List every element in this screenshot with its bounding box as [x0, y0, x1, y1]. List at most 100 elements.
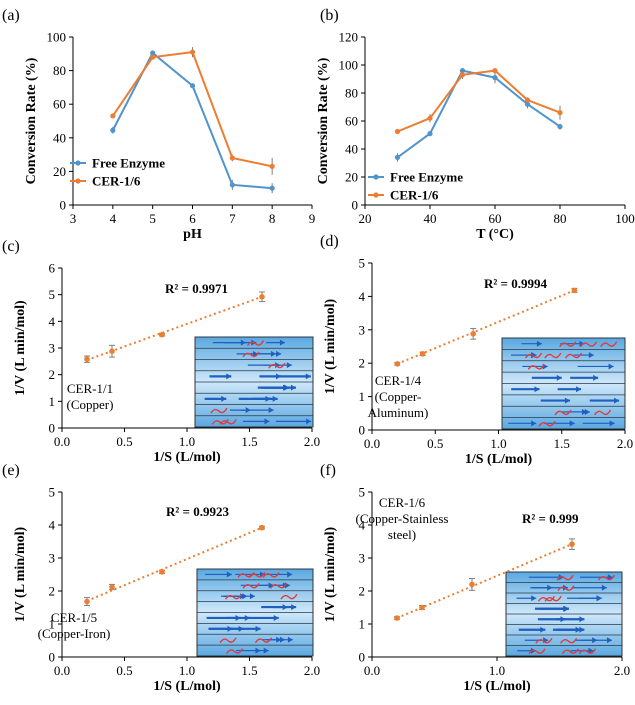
y-tick-label: 100	[47, 30, 67, 45]
panel-label: (e)	[2, 462, 20, 479]
flow-arrow-head	[306, 418, 312, 425]
x-axis-label: 1/S (L/mol)	[153, 450, 221, 465]
x-tick-label: 40	[424, 211, 437, 226]
sample-label: (Copper)	[67, 397, 114, 412]
y-tick-label: 5	[49, 485, 56, 500]
flow-arrow-head	[584, 408, 590, 415]
y-tick-label: 20	[345, 170, 358, 185]
trend-line	[86, 526, 263, 602]
legend-marker	[75, 178, 81, 184]
data-point	[469, 581, 475, 588]
sample-label: CER-1/1	[67, 381, 113, 396]
data-point	[150, 54, 156, 60]
flow-arrow-head	[279, 636, 285, 643]
particle-trail	[262, 572, 280, 578]
trend-line	[396, 543, 573, 619]
y-tick-label: 3	[359, 551, 366, 566]
r-squared-label: R² = 0.9994	[484, 276, 547, 291]
data-point	[259, 294, 265, 300]
flow-inset	[505, 571, 623, 657]
flow-arrow-head	[588, 352, 594, 359]
flow-arrow-head	[268, 407, 274, 414]
data-point	[84, 356, 90, 363]
x-tick-label: 80	[554, 211, 567, 226]
data-point	[229, 155, 235, 161]
flow-arrow-head	[279, 339, 285, 346]
y-tick-label: 1	[49, 617, 56, 632]
data-point	[419, 604, 425, 611]
particle-trail	[280, 593, 298, 600]
particle-trail	[246, 340, 265, 347]
y-tick-label: 0	[60, 198, 67, 213]
flow-arrow-head	[563, 605, 569, 612]
panel-label: (b)	[320, 7, 339, 24]
y-tick-label: 2	[359, 356, 366, 371]
x-tick-label: 0.0	[364, 436, 380, 451]
legend-marker	[373, 192, 379, 198]
flow-arrow-head	[536, 340, 542, 347]
trend-line	[396, 289, 575, 365]
particle-trail	[225, 648, 244, 654]
flow-arrow-head	[601, 584, 607, 591]
particle-trail	[544, 352, 562, 359]
chart-panel-f: (f) 0 1 2 3 4 5 0.0 1.0 2.0 1/S (L/mol) 1/V (L min/…	[320, 462, 630, 694]
particle-trail	[554, 409, 572, 416]
y-tick-label: 4	[359, 289, 366, 304]
x-tick-label: 1.0	[490, 436, 506, 451]
flow-arrow-head	[592, 637, 598, 644]
particle-trail	[268, 362, 286, 369]
flow-arrow-head	[596, 595, 602, 602]
particle-trail	[219, 637, 237, 644]
panel-label: (c)	[2, 238, 20, 255]
y-tick-label: 2	[49, 367, 56, 382]
x-tick-label: 1.5	[241, 663, 257, 678]
y-tick-label: 1	[359, 617, 366, 632]
particle-trail	[578, 648, 597, 655]
data-point	[557, 124, 563, 130]
x-tick-label: 0.5	[427, 436, 443, 451]
flow-arrow-head	[244, 614, 250, 621]
r-squared-label: R² = 0.999	[522, 511, 579, 526]
y-tick-label: 0	[359, 423, 366, 438]
x-tick-label: 100	[615, 211, 635, 226]
x-tick-label: 60	[489, 211, 502, 226]
data-point	[524, 101, 531, 107]
panel-label: (f)	[320, 462, 336, 479]
particle-trail	[210, 407, 228, 414]
y-tick-label: 5	[359, 485, 366, 500]
series-line	[112, 51, 273, 168]
x-axis-label: 1/S (L/mol)	[153, 679, 221, 694]
flow-arrow-head	[255, 647, 261, 654]
flow-arrow-head	[291, 604, 297, 611]
flow-arrow-head	[245, 407, 251, 414]
chart-panel-d: (d) 0 1 2 3 4 5 0.0 0.5 1.0 1.5 2.0 1/S (L/mol) 1/V (…	[320, 233, 633, 467]
data-point	[110, 113, 116, 119]
y-axis-label: 1/V (L min/mol)	[323, 298, 338, 394]
flow-arrow-head	[240, 339, 246, 346]
data-point	[189, 49, 196, 55]
flow-arrow-head	[588, 647, 594, 654]
flow-arrow-head	[581, 408, 587, 415]
particle-trail	[527, 364, 545, 370]
flow-arrow-head	[290, 384, 296, 391]
x-tick-label: 0.5	[116, 434, 132, 449]
data-point	[110, 127, 116, 133]
y-tick-label: 120	[339, 30, 359, 45]
flow-arrow-head	[263, 647, 269, 654]
sample-label: (Copper-Stainless	[356, 511, 449, 526]
x-tick-label: 4	[110, 211, 117, 226]
particle-trail	[242, 351, 260, 358]
x-tick-label: 0.0	[364, 663, 380, 678]
particle-trail	[219, 419, 237, 425]
x-tick-label: 2.0	[617, 436, 633, 451]
flow-arrow-head	[226, 373, 232, 380]
x-tick-label: 0.5	[116, 663, 132, 678]
flow-arrow-head	[564, 397, 570, 404]
data-point	[492, 68, 498, 74]
flow-arrow-head	[556, 374, 562, 381]
data-point	[159, 331, 165, 338]
data-point	[394, 615, 400, 621]
x-axis-label: pH	[183, 227, 202, 242]
data-point	[84, 598, 90, 605]
data-point	[524, 97, 531, 103]
